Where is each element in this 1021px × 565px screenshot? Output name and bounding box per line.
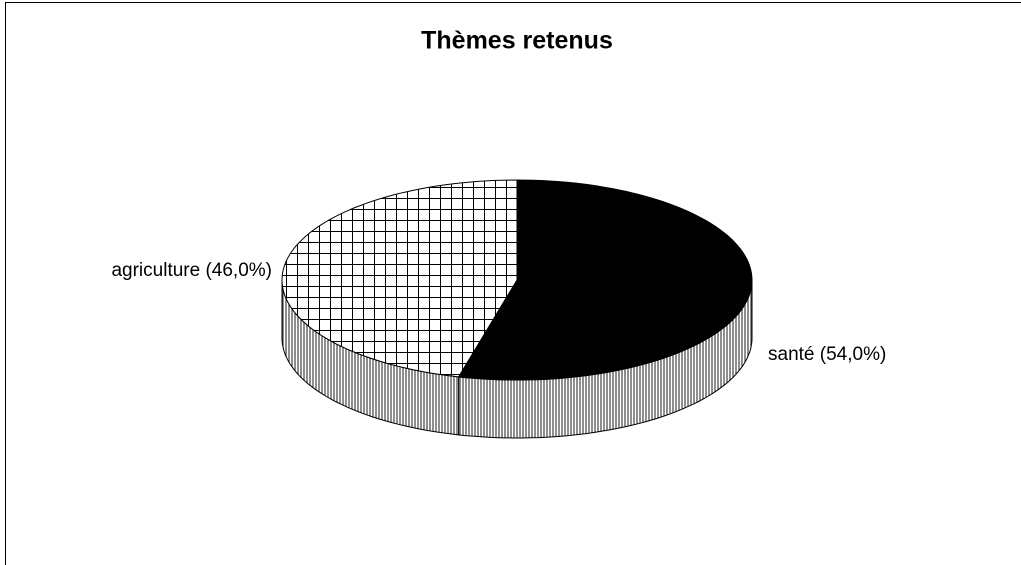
data-label: agriculture (46,0%): [111, 260, 272, 281]
data-label: santé (54,0%): [768, 344, 886, 365]
pie-slice: [281, 179, 518, 378]
pie-slice: [457, 179, 753, 381]
chart-border: [5, 2, 1021, 565]
chart-title: Thèmes retenus: [421, 27, 613, 55]
